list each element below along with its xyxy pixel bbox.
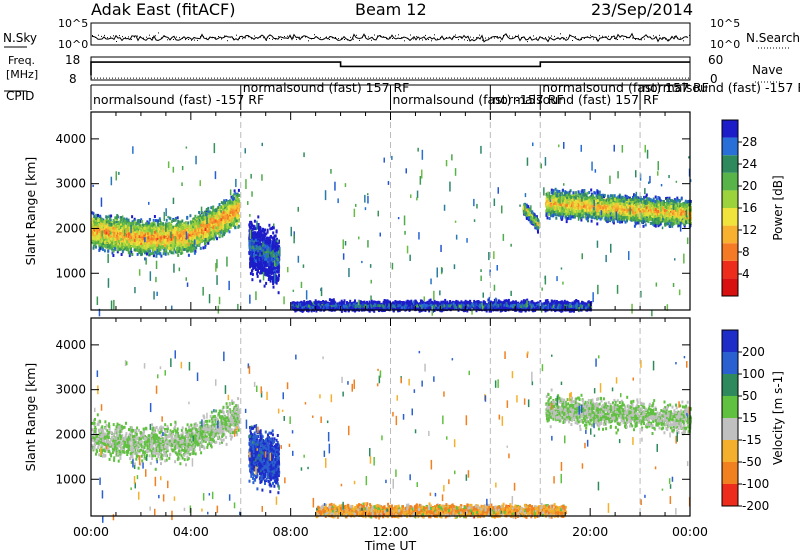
power-colorbar-swatch bbox=[722, 190, 738, 208]
x-axis-label: Time UT bbox=[364, 538, 417, 553]
velocity-colorbar-tick-label: -200 bbox=[742, 499, 769, 513]
power-colorbar-label: Power [dB] bbox=[771, 175, 785, 240]
power-colorbar-tick-label: 12 bbox=[742, 223, 757, 237]
velocity-colorbar-swatch bbox=[722, 352, 738, 374]
freq-label: Freq. bbox=[8, 54, 35, 67]
cpid-segment-text: normalsound (fast) 157 RF bbox=[492, 92, 659, 107]
x-tick-label: 00:00 bbox=[672, 524, 708, 539]
power-colorbar-tick-label: 8 bbox=[742, 245, 750, 259]
velocity-data-cells bbox=[91, 350, 692, 523]
freq-panel-frame bbox=[90, 56, 691, 81]
station-title: Adak East (fitACF) bbox=[91, 0, 235, 19]
power-ytick-label: 4000 bbox=[55, 132, 86, 146]
nave-tick-top: 60 bbox=[708, 53, 723, 67]
noise-left-label: N.Sky bbox=[3, 31, 37, 45]
x-tick-label: 16:00 bbox=[472, 524, 508, 539]
power-colorbar-tick-label: 20 bbox=[742, 179, 757, 193]
power-ytick-label: 3000 bbox=[55, 177, 86, 191]
noise-tick-right-top: 10^5 bbox=[710, 17, 740, 30]
power-colorbar-swatch bbox=[722, 172, 738, 191]
cpid-label: CPID bbox=[6, 89, 34, 103]
velocity-colorbar-swatch bbox=[722, 462, 738, 484]
power-colorbar-swatch bbox=[722, 137, 738, 156]
power-colorbar-tick-label: 28 bbox=[742, 135, 757, 149]
velocity-colorbar-swatch bbox=[722, 396, 738, 418]
power-colorbar-tick-label: 24 bbox=[742, 157, 757, 171]
velocity-colorbar-swatch bbox=[722, 330, 738, 352]
velocity-colorbar-swatch bbox=[722, 484, 738, 506]
noise-tick-left-bottom: 10^0 bbox=[58, 38, 88, 51]
velocity-colorbar-swatch bbox=[722, 374, 738, 396]
power-colorbar: 4 8 12 16 20 24 28 Power [dB] bbox=[721, 119, 785, 297]
power-colorbar-swatch bbox=[722, 120, 738, 138]
power-colorbar-tick-label: 4 bbox=[742, 267, 750, 281]
velocity-colorbar-tick-label: -15 bbox=[742, 433, 762, 447]
beam-label: Beam 12 bbox=[355, 0, 427, 19]
velocity-colorbar-tick-label: 100 bbox=[742, 367, 765, 381]
cpid-segment-text: normalsound (fast) -157 RF bbox=[393, 92, 564, 107]
velocity-panel: 1000 2000 3000 4000 Slant Range [km] bbox=[23, 317, 692, 523]
cpid-row: CPID normalsound (fast) -157 RFnormalsoun… bbox=[4, 80, 800, 110]
power-colorbar-swatch bbox=[722, 208, 738, 226]
power-ytick-label: 1000 bbox=[55, 266, 86, 280]
power-colorbar-swatch bbox=[722, 155, 738, 173]
x-tick-label: 08:00 bbox=[273, 524, 309, 539]
x-tick-label: 12:00 bbox=[372, 524, 408, 539]
x-tick-label: 20:00 bbox=[572, 524, 608, 539]
velocity-colorbar-label: Velocity [m s-1] bbox=[771, 371, 785, 465]
freq-tick-top: 18 bbox=[65, 53, 80, 67]
noise-right-label: N.Search bbox=[746, 31, 800, 45]
velocity-colorbar-tick-label: 200 bbox=[742, 345, 765, 359]
date-label: 23/Sep/2014 bbox=[591, 0, 693, 19]
velocity-ytick-label: 4000 bbox=[55, 338, 86, 352]
power-colorbar-swatch bbox=[722, 260, 738, 279]
velocity-colorbar-tick-label: -100 bbox=[742, 477, 769, 491]
power-colorbar-tick-label: 16 bbox=[742, 201, 757, 215]
x-tick-label: 00:00 bbox=[73, 524, 109, 539]
noise-search-series bbox=[92, 32, 690, 43]
velocity-colorbar-tick-label: -50 bbox=[742, 455, 762, 469]
freq-unit-label: [MHz] bbox=[6, 68, 38, 81]
freq-tick-bottom: 8 bbox=[69, 72, 77, 86]
velocity-colorbar-swatch bbox=[722, 440, 738, 462]
cpid-segment-text: normalsound (fast) -157 RF bbox=[642, 80, 800, 95]
velocity-colorbar-swatch bbox=[722, 418, 738, 440]
power-colorbar-swatch bbox=[722, 225, 738, 244]
power-colorbar-swatch bbox=[722, 278, 738, 296]
velocity-ylabel: Slant Range [km] bbox=[23, 363, 38, 472]
noise-panel-frame bbox=[90, 22, 691, 46]
power-data-cells bbox=[91, 142, 692, 317]
power-ylabel: Slant Range [km] bbox=[23, 157, 38, 266]
noise-tick-right-bottom: 10^0 bbox=[710, 38, 740, 51]
velocity-colorbar-tick-label: 50 bbox=[742, 389, 757, 403]
power-colorbar-swatch bbox=[722, 243, 738, 261]
cpid-segment-text: normalsound (fast) 157 RF bbox=[243, 80, 410, 95]
power-panel: 1000 2000 3000 4000 Slant Range [km] bbox=[23, 111, 692, 317]
power-ytick-label: 2000 bbox=[55, 221, 86, 235]
nave-tick-bottom: 0 bbox=[710, 72, 718, 86]
velocity-ytick-label: 2000 bbox=[55, 427, 86, 441]
velocity-ytick-label: 1000 bbox=[55, 472, 86, 486]
velocity-colorbar: 200 100 50 15 -15 -50 -100 -200 Velocity [m s-1] bbox=[721, 329, 785, 513]
cpid-segment-text: normalsound (fast) 157 RF bbox=[542, 80, 709, 95]
noise-tick-left-top: 10^5 bbox=[58, 17, 88, 30]
cpid-segment-text: normalsound (fast) -157 RF bbox=[93, 92, 264, 107]
x-tick-label: 04:00 bbox=[173, 524, 209, 539]
velocity-ytick-label: 3000 bbox=[55, 383, 86, 397]
nave-label: Nave bbox=[752, 63, 783, 77]
freq-series bbox=[90, 61, 690, 76]
noise-sky-series bbox=[91, 32, 689, 43]
velocity-colorbar-tick-label: 15 bbox=[742, 411, 757, 425]
